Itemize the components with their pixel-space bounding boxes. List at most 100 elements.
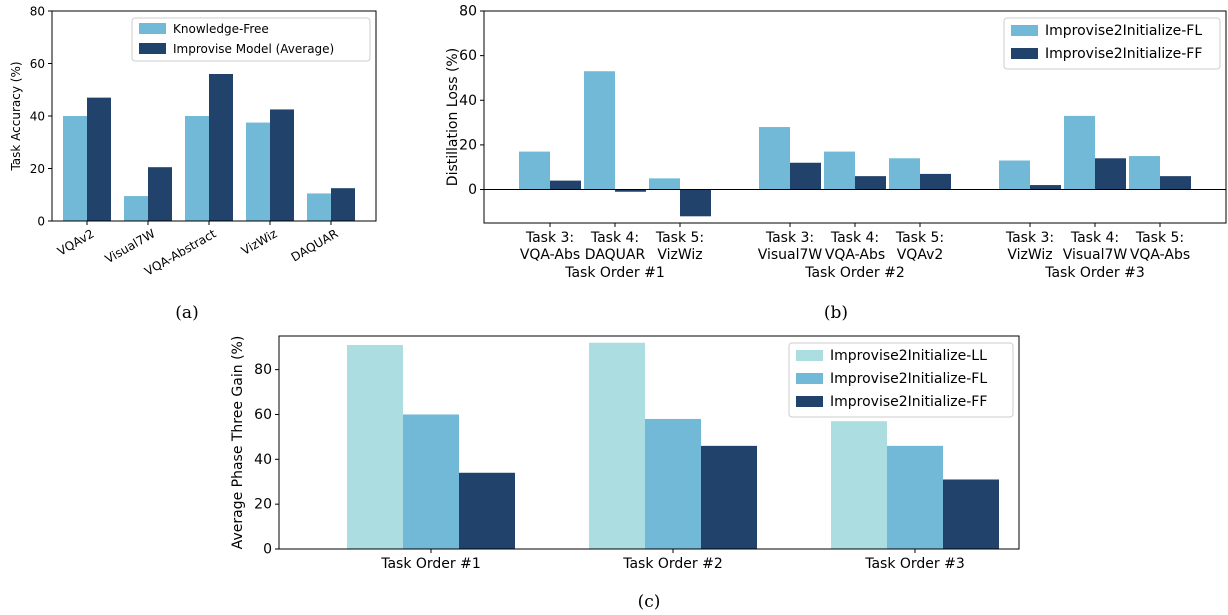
- y-axis-label: Distillation Loss (%): [445, 48, 461, 186]
- legend-label: Knowledge-Free: [173, 22, 269, 36]
- bar-a-s0-c3: [246, 122, 270, 221]
- legend-box: [1003, 17, 1221, 70]
- legend-label: Improvise2Initialize-LL: [830, 348, 987, 364]
- legend-swatch: [1011, 25, 1038, 36]
- bar-b-s1-c1: [615, 189, 646, 192]
- bar-a-s0-c1: [124, 196, 148, 221]
- bar-b-s0-c8: [1129, 156, 1160, 190]
- plot-frame: [278, 335, 1020, 550]
- x-tick-label: Task Order #1: [380, 556, 481, 572]
- legend-swatch: [139, 23, 166, 34]
- y-tick-label: 20: [254, 497, 272, 513]
- x-tick-label-line2: VizWiz: [1007, 247, 1052, 263]
- x-tick-label-line2: VQAv2: [897, 247, 944, 263]
- x-tick-label: Task Order #3: [864, 556, 965, 572]
- x-tick-label: VQAv2: [55, 226, 97, 258]
- y-tick-label: 40: [254, 452, 272, 468]
- bar-c-s0-c0: [347, 344, 403, 549]
- bar-b-s1-c2: [680, 189, 711, 217]
- bar-b-s1-c7: [1095, 158, 1126, 190]
- bar-a-s1-c1: [148, 167, 172, 221]
- y-tick-label: 20: [459, 137, 477, 153]
- y-tick-label: 80: [254, 362, 272, 378]
- panel-a: 0 20 40 60 80 Task Accuracy (%) Knowledge-Free…: [9, 5, 377, 323]
- y-axis-label: Average Phase Three Gain (%): [230, 336, 246, 550]
- x-tick-label-line1: Task 5:: [1135, 230, 1184, 246]
- legend-label: Improvise Model (Average): [173, 42, 334, 56]
- x-tick-label-line2: VQA-Abs: [1130, 247, 1190, 263]
- legend-swatch: [139, 43, 166, 54]
- y-tick-label: 40: [30, 110, 45, 124]
- y-tick-label: 60: [254, 407, 272, 423]
- bar-b-s0-c7: [1064, 115, 1095, 190]
- y-tick-label: 80: [30, 5, 45, 19]
- legend-box: [788, 342, 1014, 418]
- panel-label: (c): [638, 592, 661, 612]
- x-tick-label-line1: Task 5:: [655, 230, 704, 246]
- x-tick-label-line2: VQA-Abs: [520, 247, 580, 263]
- legend-label: Improvise2Initialize-FL: [830, 371, 987, 387]
- bar-b-s1-c6: [1030, 185, 1061, 190]
- x-tick-label-line1: Task 3:: [525, 230, 574, 246]
- y-tick-label: 20: [30, 162, 45, 176]
- x-tick-label-line2: Visual7W: [1063, 247, 1128, 263]
- bar-a-s0-c0: [63, 116, 87, 221]
- bar-a-s1-c2: [209, 74, 233, 221]
- y-axis-label: Task Accuracy (%): [9, 61, 23, 171]
- x-tick-label: Task Order #2: [622, 556, 723, 572]
- y-tick-label: 60: [30, 57, 45, 71]
- panel-label: (a): [175, 303, 198, 323]
- bar-b-s1-c3: [790, 162, 821, 190]
- legend-label: Improvise2Initialize-FF: [830, 394, 987, 410]
- legend-label: Improvise2Initialize-FF: [1045, 46, 1202, 62]
- x-tick-label: DAQUAR: [289, 226, 341, 264]
- bar-b-s0-c4: [824, 151, 855, 190]
- y-tick-label: 0: [468, 182, 477, 198]
- bar-a-s0-c2: [185, 116, 209, 221]
- bar-a-s0-c4: [307, 193, 331, 221]
- bar-a-s1-c4: [331, 188, 355, 221]
- bar-c-s1-c2: [887, 445, 943, 549]
- panel-label: (b): [824, 303, 848, 323]
- legend-swatch: [796, 396, 823, 407]
- legend-box: [131, 17, 371, 62]
- x-tick-label-line2: VQA-Abs: [825, 247, 885, 263]
- group-label: Task Order #3: [1044, 265, 1145, 281]
- x-tick-label-line1: Task 4:: [590, 230, 639, 246]
- bar-b-s0-c0: [519, 151, 550, 190]
- y-tick-label: 40: [459, 93, 477, 109]
- bar-a-s1-c3: [270, 109, 294, 221]
- group-label: Task Order #2: [804, 265, 905, 281]
- x-tick-label-line2: VizWiz: [657, 247, 702, 263]
- bar-b-s1-c4: [855, 176, 886, 190]
- x-tick-label: VizWiz: [239, 226, 280, 258]
- legend-swatch: [796, 373, 823, 384]
- bar-b-s0-c1: [584, 71, 615, 190]
- bar-b-s0-c6: [999, 160, 1030, 190]
- x-tick-label-line2: DAQUAR: [585, 247, 646, 263]
- panel-c: 0 20 40 60 80 Average Phase Three Gain (%) Imp…: [230, 335, 1020, 612]
- group-label: Task Order #1: [564, 265, 665, 281]
- bar-c-s2-c0: [459, 472, 515, 549]
- bar-b-s1-c0: [550, 180, 581, 190]
- x-tick-label-line1: Task 3:: [765, 230, 814, 246]
- bar-c-s0-c2: [831, 421, 887, 549]
- bar-c-s2-c2: [943, 479, 999, 549]
- bar-c-s0-c1: [589, 342, 645, 549]
- bar-b-s1-c8: [1160, 176, 1191, 190]
- legend-swatch: [1011, 48, 1038, 59]
- x-tick-label-line1: Task 5:: [895, 230, 944, 246]
- bar-c-s2-c1: [701, 445, 757, 549]
- x-tick-label-line2: Visual7W: [758, 247, 823, 263]
- bar-c-s1-c1: [645, 418, 701, 549]
- x-tick-label-line1: Task 4:: [830, 230, 879, 246]
- legend-swatch: [796, 350, 823, 361]
- bar-c-s1-c0: [403, 414, 459, 549]
- bar-b-s0-c3: [759, 127, 790, 190]
- y-tick-label: 0: [37, 215, 45, 229]
- bar-a-s1-c0: [87, 97, 111, 221]
- y-tick-label: 80: [459, 4, 477, 20]
- y-tick-label: 60: [459, 48, 477, 64]
- x-tick-label-line1: Task 3:: [1005, 230, 1054, 246]
